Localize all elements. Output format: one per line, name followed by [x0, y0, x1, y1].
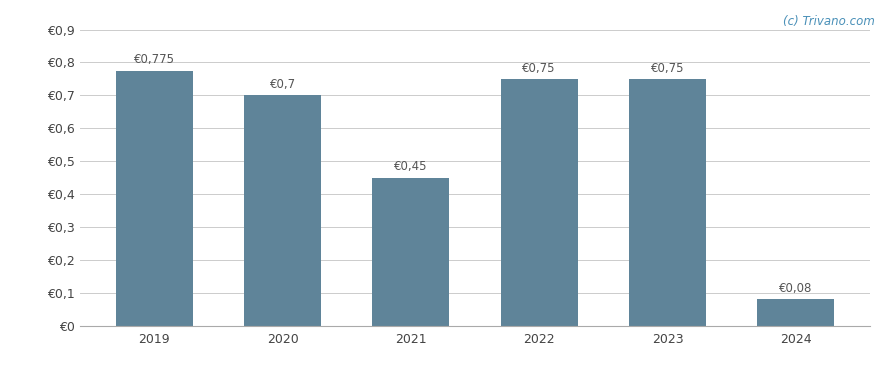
- Text: €0,45: €0,45: [394, 160, 428, 173]
- Bar: [244, 95, 321, 326]
- Text: €0,775: €0,775: [134, 53, 175, 67]
- Text: €0,75: €0,75: [651, 62, 685, 75]
- Text: €0,08: €0,08: [779, 282, 813, 295]
- Bar: [757, 299, 835, 326]
- Text: (c) Trivano.com: (c) Trivano.com: [783, 15, 875, 28]
- Bar: [501, 79, 578, 326]
- Text: €0,7: €0,7: [270, 78, 296, 91]
- Bar: [115, 71, 193, 326]
- Bar: [629, 79, 706, 326]
- Bar: [372, 178, 449, 326]
- Text: €0,75: €0,75: [522, 62, 556, 75]
